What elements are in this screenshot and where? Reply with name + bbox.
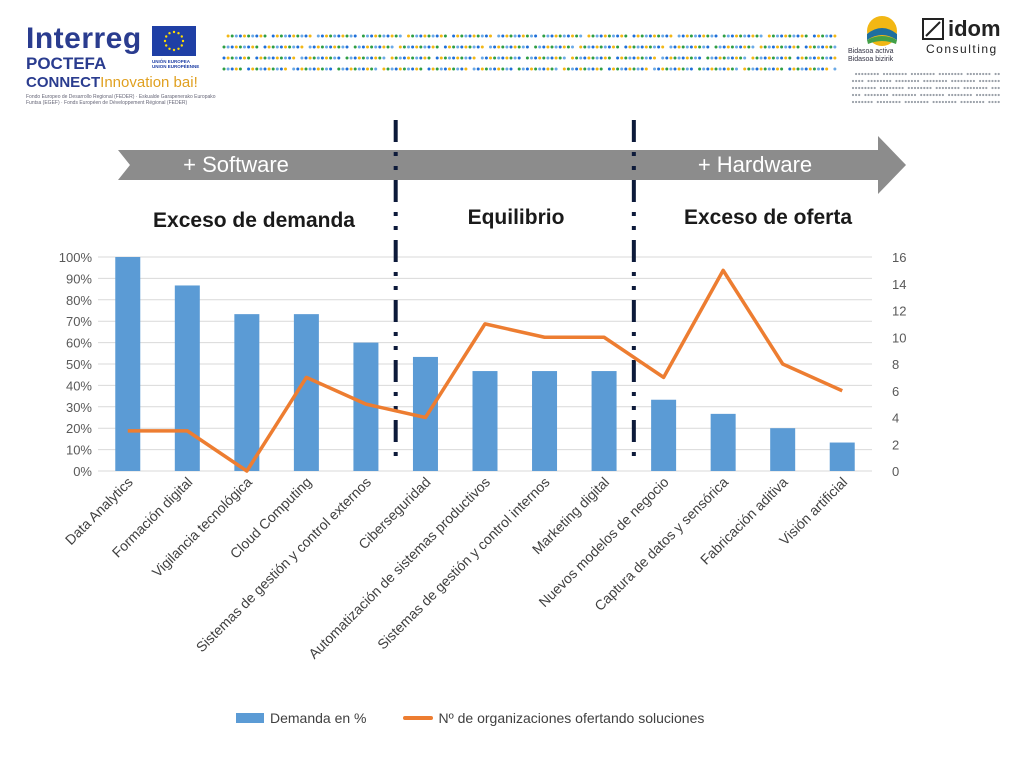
bar-demanda (174, 285, 200, 471)
y-left-tick-label: 50% (66, 357, 92, 372)
y-left-tick-label: 100% (59, 250, 93, 265)
y-left-tick-label: 80% (66, 293, 92, 308)
bar-demanda (472, 371, 498, 471)
y-left-tick-label: 70% (66, 314, 92, 329)
connect-wordmark: CONNECTInnovation bai! (26, 74, 198, 91)
legend-bar-label: Demanda en % (270, 710, 367, 726)
bar-demanda (710, 413, 736, 471)
y-left-tick-label: 60% (66, 336, 92, 351)
y-left-tick-label: 40% (66, 378, 92, 393)
eu-caption: UNIÓN EUROPEA UNION EUROPÉENNE (152, 59, 200, 69)
bidasoa-logo: Bidasoa activa Bidasoa bizirik (848, 14, 918, 70)
y-right-tick-label: 10 (892, 330, 906, 345)
y-right-tick-label: 4 (892, 411, 899, 426)
idom-logo: idom Consulting (922, 16, 1002, 62)
arrow-left-label: + Software (183, 152, 289, 177)
y-left-tick-label: 20% (66, 421, 92, 436)
y-left-tick-label: 90% (66, 271, 92, 286)
idom-consulting: Consulting (926, 42, 998, 56)
y-left-tick-label: 30% (66, 400, 92, 415)
dots-decoration-icon (222, 34, 837, 71)
y-right-tick-label: 14 (892, 277, 906, 292)
y-right-tick-label: 8 (892, 357, 899, 372)
bar-demanda (591, 371, 617, 471)
arrow-right-label: + Hardware (698, 152, 812, 177)
logo-fine-print: Fondo Europeo de Desarrollo Regional (FE… (26, 94, 216, 106)
legend-line-swatch (402, 716, 433, 720)
bar-demanda (829, 442, 855, 471)
y-right-tick-label: 16 (892, 250, 906, 265)
y-left-tick-label: 0% (73, 464, 92, 479)
chart-legend: Demanda en % Nº de organizaciones oferta… (236, 710, 704, 726)
y-right-tick-label: 0 (892, 464, 899, 479)
zone-middle-title: Equilibrio (468, 206, 565, 229)
bidasoa-label: Bidasoa activa Bidasoa bizirik (848, 48, 894, 63)
line-organizaciones (127, 268, 843, 473)
grey-dots-decoration-icon (851, 72, 1000, 104)
poctefa-wordmark: POCTEFA (26, 54, 107, 73)
zone-right-title: Exceso de oferta (684, 206, 852, 229)
bar-demanda (770, 428, 796, 471)
bar-demanda (234, 314, 260, 471)
x-category-label: Vigilancia tecnológica (149, 474, 255, 580)
y-right-tick-label: 2 (892, 437, 899, 452)
legend-bar-swatch (236, 713, 264, 723)
bar-demanda (532, 371, 558, 471)
bar-demanda (651, 399, 677, 471)
bar-demanda (115, 257, 141, 471)
interreg-logo: Interreg POCTEFA CONNECTInnovation bai! … (26, 22, 216, 106)
y-right-tick-label: 6 (892, 384, 899, 399)
software-hardware-arrow (118, 136, 906, 194)
y-right-tick-label: 12 (892, 304, 906, 319)
interreg-wordmark: Interreg (26, 22, 142, 55)
zone-left-title: Exceso de demanda (153, 209, 355, 232)
idom-wordmark: idom (948, 16, 1001, 41)
eu-flag-icon (152, 26, 196, 56)
legend-line-label: Nº de organizaciones ofertando solucione… (438, 710, 705, 726)
y-left-tick-label: 10% (66, 443, 92, 458)
